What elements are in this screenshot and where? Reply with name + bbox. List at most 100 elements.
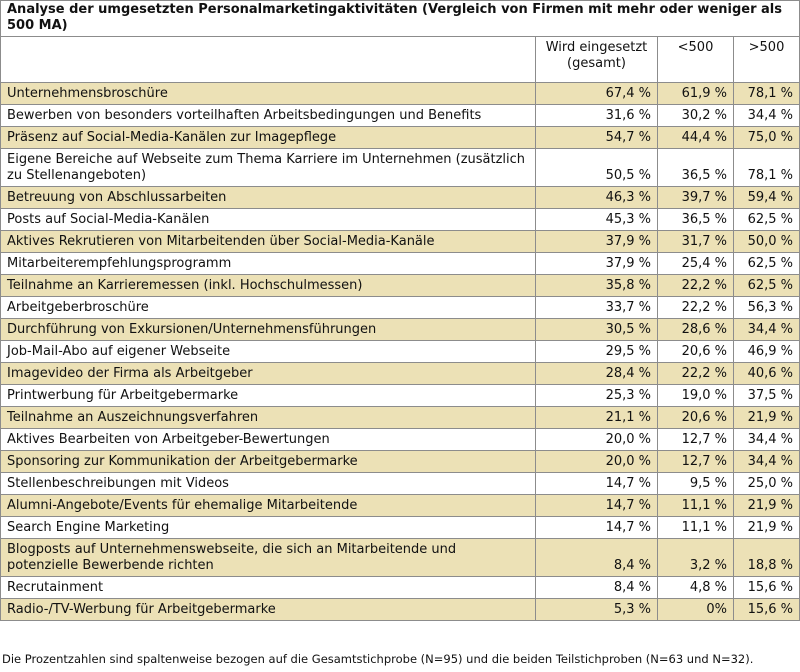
- table-row: Aktives Rekrutieren von Mitarbeitenden ü…: [0, 230, 800, 253]
- value-cell: 8,4 %: [535, 538, 658, 577]
- value-cell: 37,5 %: [733, 384, 800, 407]
- table-row: Teilnahme an Auszeichnungsverfahren 21,1 …: [0, 406, 800, 429]
- value-cell: 34,4 %: [733, 428, 800, 451]
- value-cell: 14,7 %: [535, 472, 658, 495]
- table-row: Teilnahme an Karrieremessen (inkl. Hochs…: [0, 274, 800, 297]
- row-label: Mitarbeiterempfehlungsprogramm: [0, 252, 536, 275]
- value-cell: 15,6 %: [733, 576, 800, 599]
- value-cell: 28,4 %: [535, 362, 658, 385]
- value-cell: 31,6 %: [535, 104, 658, 127]
- value-cell: 20,6 %: [657, 406, 734, 429]
- value-cell: 22,2 %: [657, 296, 734, 319]
- value-cell: 25,4 %: [657, 252, 734, 275]
- row-label: Arbeitgeberbroschüre: [0, 296, 536, 319]
- value-cell: 50,0 %: [733, 230, 800, 253]
- table-row: Durchführung von Exkursionen/Unternehmen…: [0, 318, 800, 341]
- value-cell: 78,1 %: [733, 148, 800, 187]
- value-cell: 20,0 %: [535, 428, 658, 451]
- value-cell: 62,5 %: [733, 208, 800, 231]
- value-cell: 37,9 %: [535, 230, 658, 253]
- row-label: Job-Mail-Abo auf eigener Webseite: [0, 340, 536, 363]
- table-row: Printwerbung für Arbeitgebermarke 25,3 % 1…: [0, 384, 800, 407]
- table-row: Arbeitgeberbroschüre 33,7 % 22,2 % 56,3 %: [0, 296, 800, 319]
- value-cell: 20,0 %: [535, 450, 658, 473]
- footnote: Die Prozentzahlen sind spaltenweise bezo…: [2, 652, 754, 666]
- value-cell: 31,7 %: [657, 230, 734, 253]
- row-label: Posts auf Social-Media-Kanälen: [0, 208, 536, 231]
- value-cell: 21,1 %: [535, 406, 658, 429]
- table-row: Bewerben von besonders vorteilhaften Arb…: [0, 104, 800, 127]
- value-cell: 21,9 %: [733, 516, 800, 539]
- value-cell: 22,2 %: [657, 362, 734, 385]
- value-cell: 11,1 %: [657, 516, 734, 539]
- header-cell: <500: [657, 36, 734, 83]
- table-row: Eigene Bereiche auf Webseite zum Thema K…: [0, 148, 800, 187]
- value-cell: 9,5 %: [657, 472, 734, 495]
- value-cell: 62,5 %: [733, 252, 800, 275]
- value-cell: 75,0 %: [733, 126, 800, 149]
- value-cell: 78,1 %: [733, 82, 800, 105]
- row-label: Sponsoring zur Kommunikation der Arbeitg…: [0, 450, 536, 473]
- value-cell: 50,5 %: [535, 148, 658, 187]
- row-label: Alumni-Angebote/Events für ehemalige Mit…: [0, 494, 536, 517]
- table-row: Aktives Bearbeiten von Arbeitgeber-Bewer…: [0, 428, 800, 451]
- value-cell: 3,2 %: [657, 538, 734, 577]
- table-row: Stellenbeschreibungen mit Videos 14,7 % 9,…: [0, 472, 800, 495]
- value-cell: 36,5 %: [657, 148, 734, 187]
- table-row: Mitarbeiterempfehlungsprogramm 37,9 % 25,4…: [0, 252, 800, 275]
- table-row: Radio-/TV-Werbung für Arbeitgebermarke 5,…: [0, 598, 800, 621]
- row-label: Präsenz auf Social-Media-Kanälen zur Ima…: [0, 126, 536, 149]
- value-cell: 4,8 %: [657, 576, 734, 599]
- table-row: Alumni-Angebote/Events für ehemalige Mit…: [0, 494, 800, 517]
- value-cell: 45,3 %: [535, 208, 658, 231]
- value-cell: 19,0 %: [657, 384, 734, 407]
- value-cell: 54,7 %: [535, 126, 658, 149]
- row-label: Teilnahme an Karrieremessen (inkl. Hochs…: [0, 274, 536, 297]
- row-label: Blogposts auf Unternehmenswebseite, die …: [0, 538, 536, 577]
- value-cell: 30,2 %: [657, 104, 734, 127]
- table-row: Posts auf Social-Media-Kanälen 45,3 % 36,5…: [0, 208, 800, 231]
- value-cell: 22,2 %: [657, 274, 734, 297]
- value-cell: 21,9 %: [733, 494, 800, 517]
- table-row: Blogposts auf Unternehmenswebseite, die …: [0, 538, 800, 577]
- value-cell: 34,4 %: [733, 318, 800, 341]
- value-cell: 18,8 %: [733, 538, 800, 577]
- row-label: Aktives Bearbeiten von Arbeitgeber-Bewer…: [0, 428, 536, 451]
- value-cell: 34,4 %: [733, 450, 800, 473]
- value-cell: 62,5 %: [733, 274, 800, 297]
- value-cell: 33,7 %: [535, 296, 658, 319]
- row-label: Eigene Bereiche auf Webseite zum Thema K…: [0, 148, 536, 187]
- row-label: Betreuung von Abschlussarbeiten: [0, 186, 536, 209]
- value-cell: 12,7 %: [657, 450, 734, 473]
- header-cell: Wird eingesetzt (gesamt): [535, 36, 658, 83]
- row-label: Stellenbeschreibungen mit Videos: [0, 472, 536, 495]
- value-cell: 36,5 %: [657, 208, 734, 231]
- value-cell: 30,5 %: [535, 318, 658, 341]
- value-cell: 37,9 %: [535, 252, 658, 275]
- row-label: Bewerben von besonders vorteilhaften Arb…: [0, 104, 536, 127]
- table-row: Recrutainment 8,4 % 4,8 % 15,6 %: [0, 576, 800, 599]
- header-cell: >500: [733, 36, 800, 83]
- table-row: Betreuung von Abschlussarbeiten 46,3 % 39,…: [0, 186, 800, 209]
- value-cell: 67,4 %: [535, 82, 658, 105]
- row-label: Recrutainment: [0, 576, 536, 599]
- value-cell: 15,6 %: [733, 598, 800, 621]
- row-label: Printwerbung für Arbeitgebermarke: [0, 384, 536, 407]
- value-cell: 40,6 %: [733, 362, 800, 385]
- table-row: Imagevideo der Firma als Arbeitgeber 28,4…: [0, 362, 800, 385]
- value-cell: 0%: [657, 598, 734, 621]
- value-cell: 21,9 %: [733, 406, 800, 429]
- value-cell: 12,7 %: [657, 428, 734, 451]
- table-title: Analyse der umgesetzten Personalmarketin…: [0, 0, 800, 37]
- row-label: Search Engine Marketing: [0, 516, 536, 539]
- row-label: Durchführung von Exkursionen/Unternehmen…: [0, 318, 536, 341]
- row-label: Aktives Rekrutieren von Mitarbeitenden ü…: [0, 230, 536, 253]
- value-cell: 39,7 %: [657, 186, 734, 209]
- value-cell: 35,8 %: [535, 274, 658, 297]
- value-cell: 59,4 %: [733, 186, 800, 209]
- value-cell: 11,1 %: [657, 494, 734, 517]
- table-row: Präsenz auf Social-Media-Kanälen zur Ima…: [0, 126, 800, 149]
- value-cell: 8,4 %: [535, 576, 658, 599]
- value-cell: 46,3 %: [535, 186, 658, 209]
